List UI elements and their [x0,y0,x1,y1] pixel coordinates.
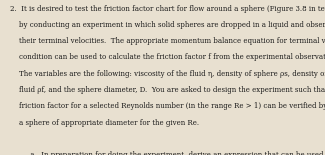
Text: fluid ρf, and the sphere diameter, D.  You are asked to design the experiment su: fluid ρf, and the sphere diameter, D. Yo… [10,86,325,94]
Text: by conducting an experiment in which solid spheres are dropped in a liquid and o: by conducting an experiment in which sol… [10,21,325,29]
Text: their terminal velocities.  The appropriate momentum balance equation for termin: their terminal velocities. The appropria… [10,37,325,45]
Text: condition can be used to calculate the friction factor f from the experimental o: condition can be used to calculate the f… [10,53,325,62]
Text: The variables are the following: viscosity of the fluid η, density of sphere ρs,: The variables are the following: viscosi… [10,70,325,78]
Text: friction factor for a selected Reynolds number (in the range Re > 1) can be veri: friction factor for a selected Reynolds … [10,102,325,110]
Text: 2.  It is desired to test the friction factor chart for flow around a sphere (Fi: 2. It is desired to test the friction fa… [10,5,325,13]
Text: a.  In preparation for doing the experiment, derive an expression that can be us: a. In preparation for doing the experime… [10,151,325,155]
Text: a sphere of appropriate diameter for the given Re.: a sphere of appropriate diameter for the… [10,119,199,127]
